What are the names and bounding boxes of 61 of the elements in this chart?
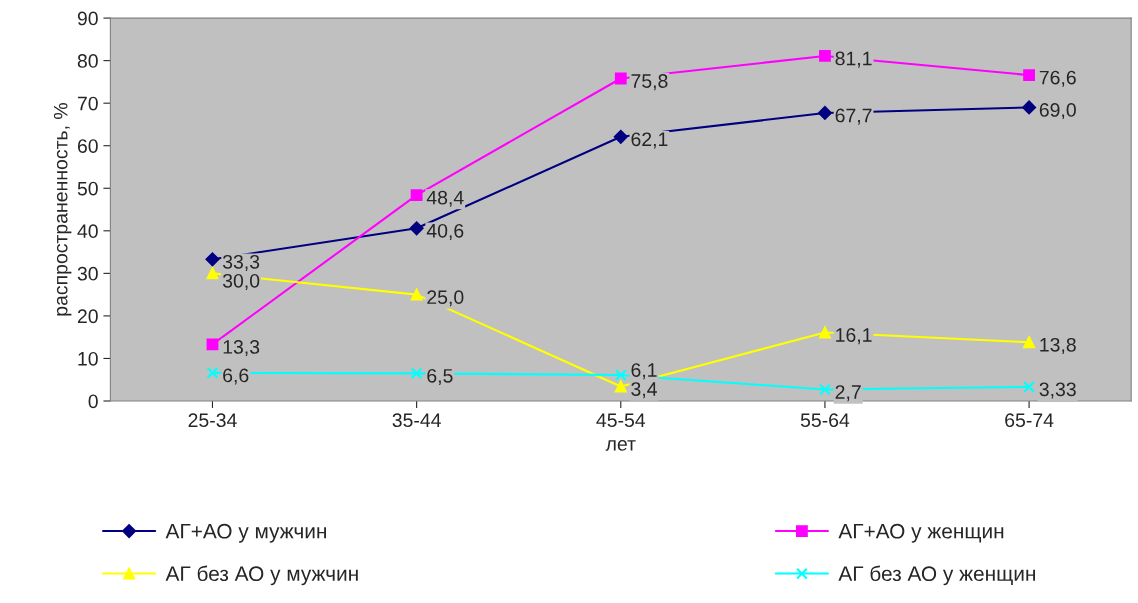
point [410,367,423,380]
data-label: 13,8 [1040,337,1076,354]
data-label: 6,1 [631,363,657,380]
point [206,338,219,351]
y-tick-label: 0 [88,394,98,409]
data-label: 3,4 [631,382,657,399]
point [614,380,627,393]
point [614,369,627,381]
data-label: 2,7 [835,385,861,402]
point [614,72,627,85]
data-label: 76,6 [1039,70,1076,87]
point [410,189,423,201]
point [1023,69,1035,81]
data-label: 16,1 [836,328,872,345]
y-tick-label: 10 [78,351,98,366]
legend-label: АГ+АО у женщин [838,523,1004,543]
point [410,288,423,301]
legend-label: АГ без АО у мужчин [165,565,358,586]
point [819,50,831,62]
point [1022,100,1037,115]
y-tick-label: 50 [77,181,98,196]
y-tick-label: 60 [77,139,98,153]
x-tick-label: 35-44 [392,413,441,428]
point [613,129,628,144]
data-label: 48,4 [426,190,464,207]
data-label: 67,7 [835,108,872,125]
data-label: 75,8 [631,74,668,91]
point [205,252,220,267]
data-label: 25,0 [427,290,464,307]
data-label: 6,5 [427,368,453,386]
data-label: 33,3 [222,254,260,271]
y-tick-label: 40 [77,224,98,239]
y-tick-label: 90 [77,11,98,26]
y-tick-label: 30 [77,266,98,281]
y-tick-label: 70 [77,96,98,111]
data-label: 30,0 [222,273,260,290]
point [1023,380,1035,393]
point [206,267,219,280]
data-label: 3,33 [1039,382,1076,399]
data-label: 81,1 [835,51,872,68]
x-tick-label: 45-54 [596,413,646,428]
y-tick-label: 80 [77,54,98,68]
point [819,383,831,396]
point [819,326,831,339]
x-axis-title: лет [605,440,636,451]
x-tick-label: 25-34 [188,413,237,428]
point [409,221,424,236]
x-tick-label: 55-64 [800,413,850,428]
point [206,367,219,379]
point [818,106,832,120]
data-label: 62,1 [631,132,668,149]
legend-label: АГ+АО у мужчин [165,523,326,543]
point [1023,336,1035,349]
y-axis-title: распространенность, % [53,103,72,316]
x-tick-label: 65-74 [1005,413,1054,428]
legend-label: АГ без АО у женщин [838,565,1035,586]
data-label: 13,3 [223,340,260,357]
y-tick-label: 20 [77,309,98,324]
data-label: 6,6 [223,368,249,385]
data-label: 69,0 [1039,103,1076,120]
data-label: 40,6 [426,223,464,240]
